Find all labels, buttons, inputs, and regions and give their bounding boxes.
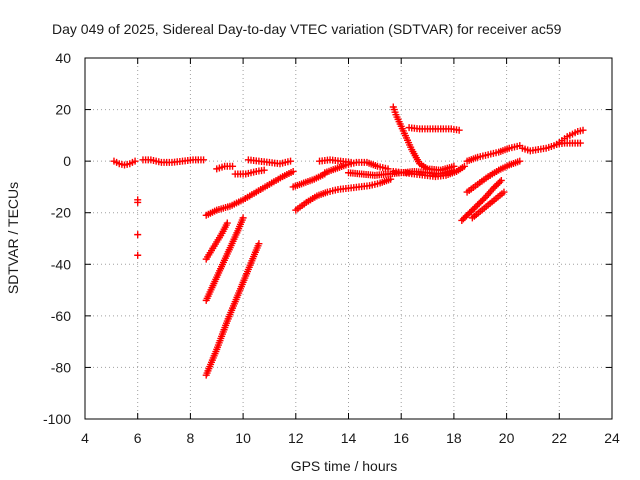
series-arc-4 xyxy=(202,167,297,219)
x-tick-labels: 4 6 8 10 12 14 16 18 20 22 24 xyxy=(81,430,620,446)
x-tick-label: 6 xyxy=(134,430,142,446)
data-point xyxy=(494,180,502,188)
series-arc-9 xyxy=(231,166,268,178)
series-arc-17 xyxy=(405,124,463,134)
data-point xyxy=(472,203,480,211)
data-point xyxy=(458,216,466,224)
data-point xyxy=(460,162,468,170)
series-arc-6 xyxy=(202,214,247,304)
y-tick-label: -20 xyxy=(51,205,71,221)
series-arc-19 xyxy=(463,142,524,165)
series-arc-23 xyxy=(518,142,558,155)
y-tick-label: 40 xyxy=(55,50,71,66)
data-point xyxy=(223,219,231,227)
data-point xyxy=(477,198,485,206)
data-point xyxy=(134,198,142,206)
data-point xyxy=(497,176,505,184)
data-point xyxy=(466,209,474,217)
data-point xyxy=(467,207,475,215)
series-arc-12 xyxy=(292,175,395,214)
plot-frame xyxy=(84,57,613,420)
data-point xyxy=(489,184,497,192)
data-point xyxy=(576,139,584,147)
data-point xyxy=(287,157,295,165)
series-arc-13 xyxy=(321,158,392,177)
x-tick-label: 8 xyxy=(187,430,195,446)
series-arc-11 xyxy=(289,170,329,191)
data-point xyxy=(478,196,486,204)
x-axis-label: GPS time / hours xyxy=(291,458,398,474)
chart-title: Day 049 of 2025, Sidereal Day-to-day VTE… xyxy=(52,21,562,37)
y-axis-label: SDTVAR / TECUs xyxy=(5,182,21,294)
data-point xyxy=(579,126,587,134)
data-point xyxy=(516,157,524,165)
series-arc-25 xyxy=(553,139,584,148)
data-point xyxy=(450,162,458,170)
data-point xyxy=(200,156,208,164)
data-point xyxy=(289,167,297,175)
data-point xyxy=(134,231,142,239)
data-point xyxy=(491,183,499,191)
series-arc-15 xyxy=(316,156,355,166)
data-point xyxy=(474,201,482,209)
series-arc-18 xyxy=(389,162,468,181)
series-arc-8 xyxy=(213,162,237,173)
data-point xyxy=(464,210,472,218)
series-arc-20 xyxy=(463,157,524,196)
data-point xyxy=(496,178,504,186)
y-tick-labels: 40 20 0 -20 -40 -60 -80 -100 xyxy=(43,50,71,427)
y-tick-label: 0 xyxy=(63,153,71,169)
x-tick-label: 14 xyxy=(341,430,357,446)
data-point xyxy=(134,251,142,259)
data-point xyxy=(461,213,469,221)
series-arc-5 xyxy=(202,219,231,263)
x-tick-label: 20 xyxy=(499,430,515,446)
series-arc-21 xyxy=(458,176,505,224)
series-arc-2 xyxy=(134,196,142,259)
y-tick-label: -40 xyxy=(51,256,71,272)
series-arc-3 xyxy=(139,156,208,166)
series-arc-10 xyxy=(244,156,295,168)
data-point xyxy=(239,214,247,222)
data-point xyxy=(470,204,478,212)
data-point xyxy=(459,215,467,223)
data-point xyxy=(475,199,483,207)
x-tick-label: 4 xyxy=(81,430,89,446)
data-point xyxy=(455,126,463,134)
series-arc-22 xyxy=(468,188,508,222)
series-arc-1 xyxy=(110,157,139,169)
data-point xyxy=(131,157,139,165)
data-points xyxy=(110,103,587,379)
y-tick-label: 20 xyxy=(55,102,71,118)
x-tick-label: 22 xyxy=(552,430,568,446)
x-tick-label: 10 xyxy=(235,430,251,446)
x-tick-label: 12 xyxy=(288,430,304,446)
series-arc-16 xyxy=(389,103,458,174)
data-point xyxy=(255,240,263,248)
data-point xyxy=(500,188,508,196)
series-arc-7 xyxy=(202,240,263,379)
data-point xyxy=(469,206,477,214)
data-point xyxy=(260,166,268,174)
data-point xyxy=(347,158,355,166)
data-point xyxy=(493,181,501,189)
y-tick-label: -60 xyxy=(51,308,71,324)
x-tick-label: 18 xyxy=(446,430,462,446)
data-point xyxy=(229,162,237,170)
y-tick-label: -100 xyxy=(43,411,71,427)
data-point xyxy=(463,212,471,220)
x-tick-label: 24 xyxy=(604,430,620,446)
data-point xyxy=(480,195,488,203)
grid-layer xyxy=(85,58,612,419)
y-tick-label: -80 xyxy=(51,359,71,375)
x-tick-label: 16 xyxy=(393,430,409,446)
